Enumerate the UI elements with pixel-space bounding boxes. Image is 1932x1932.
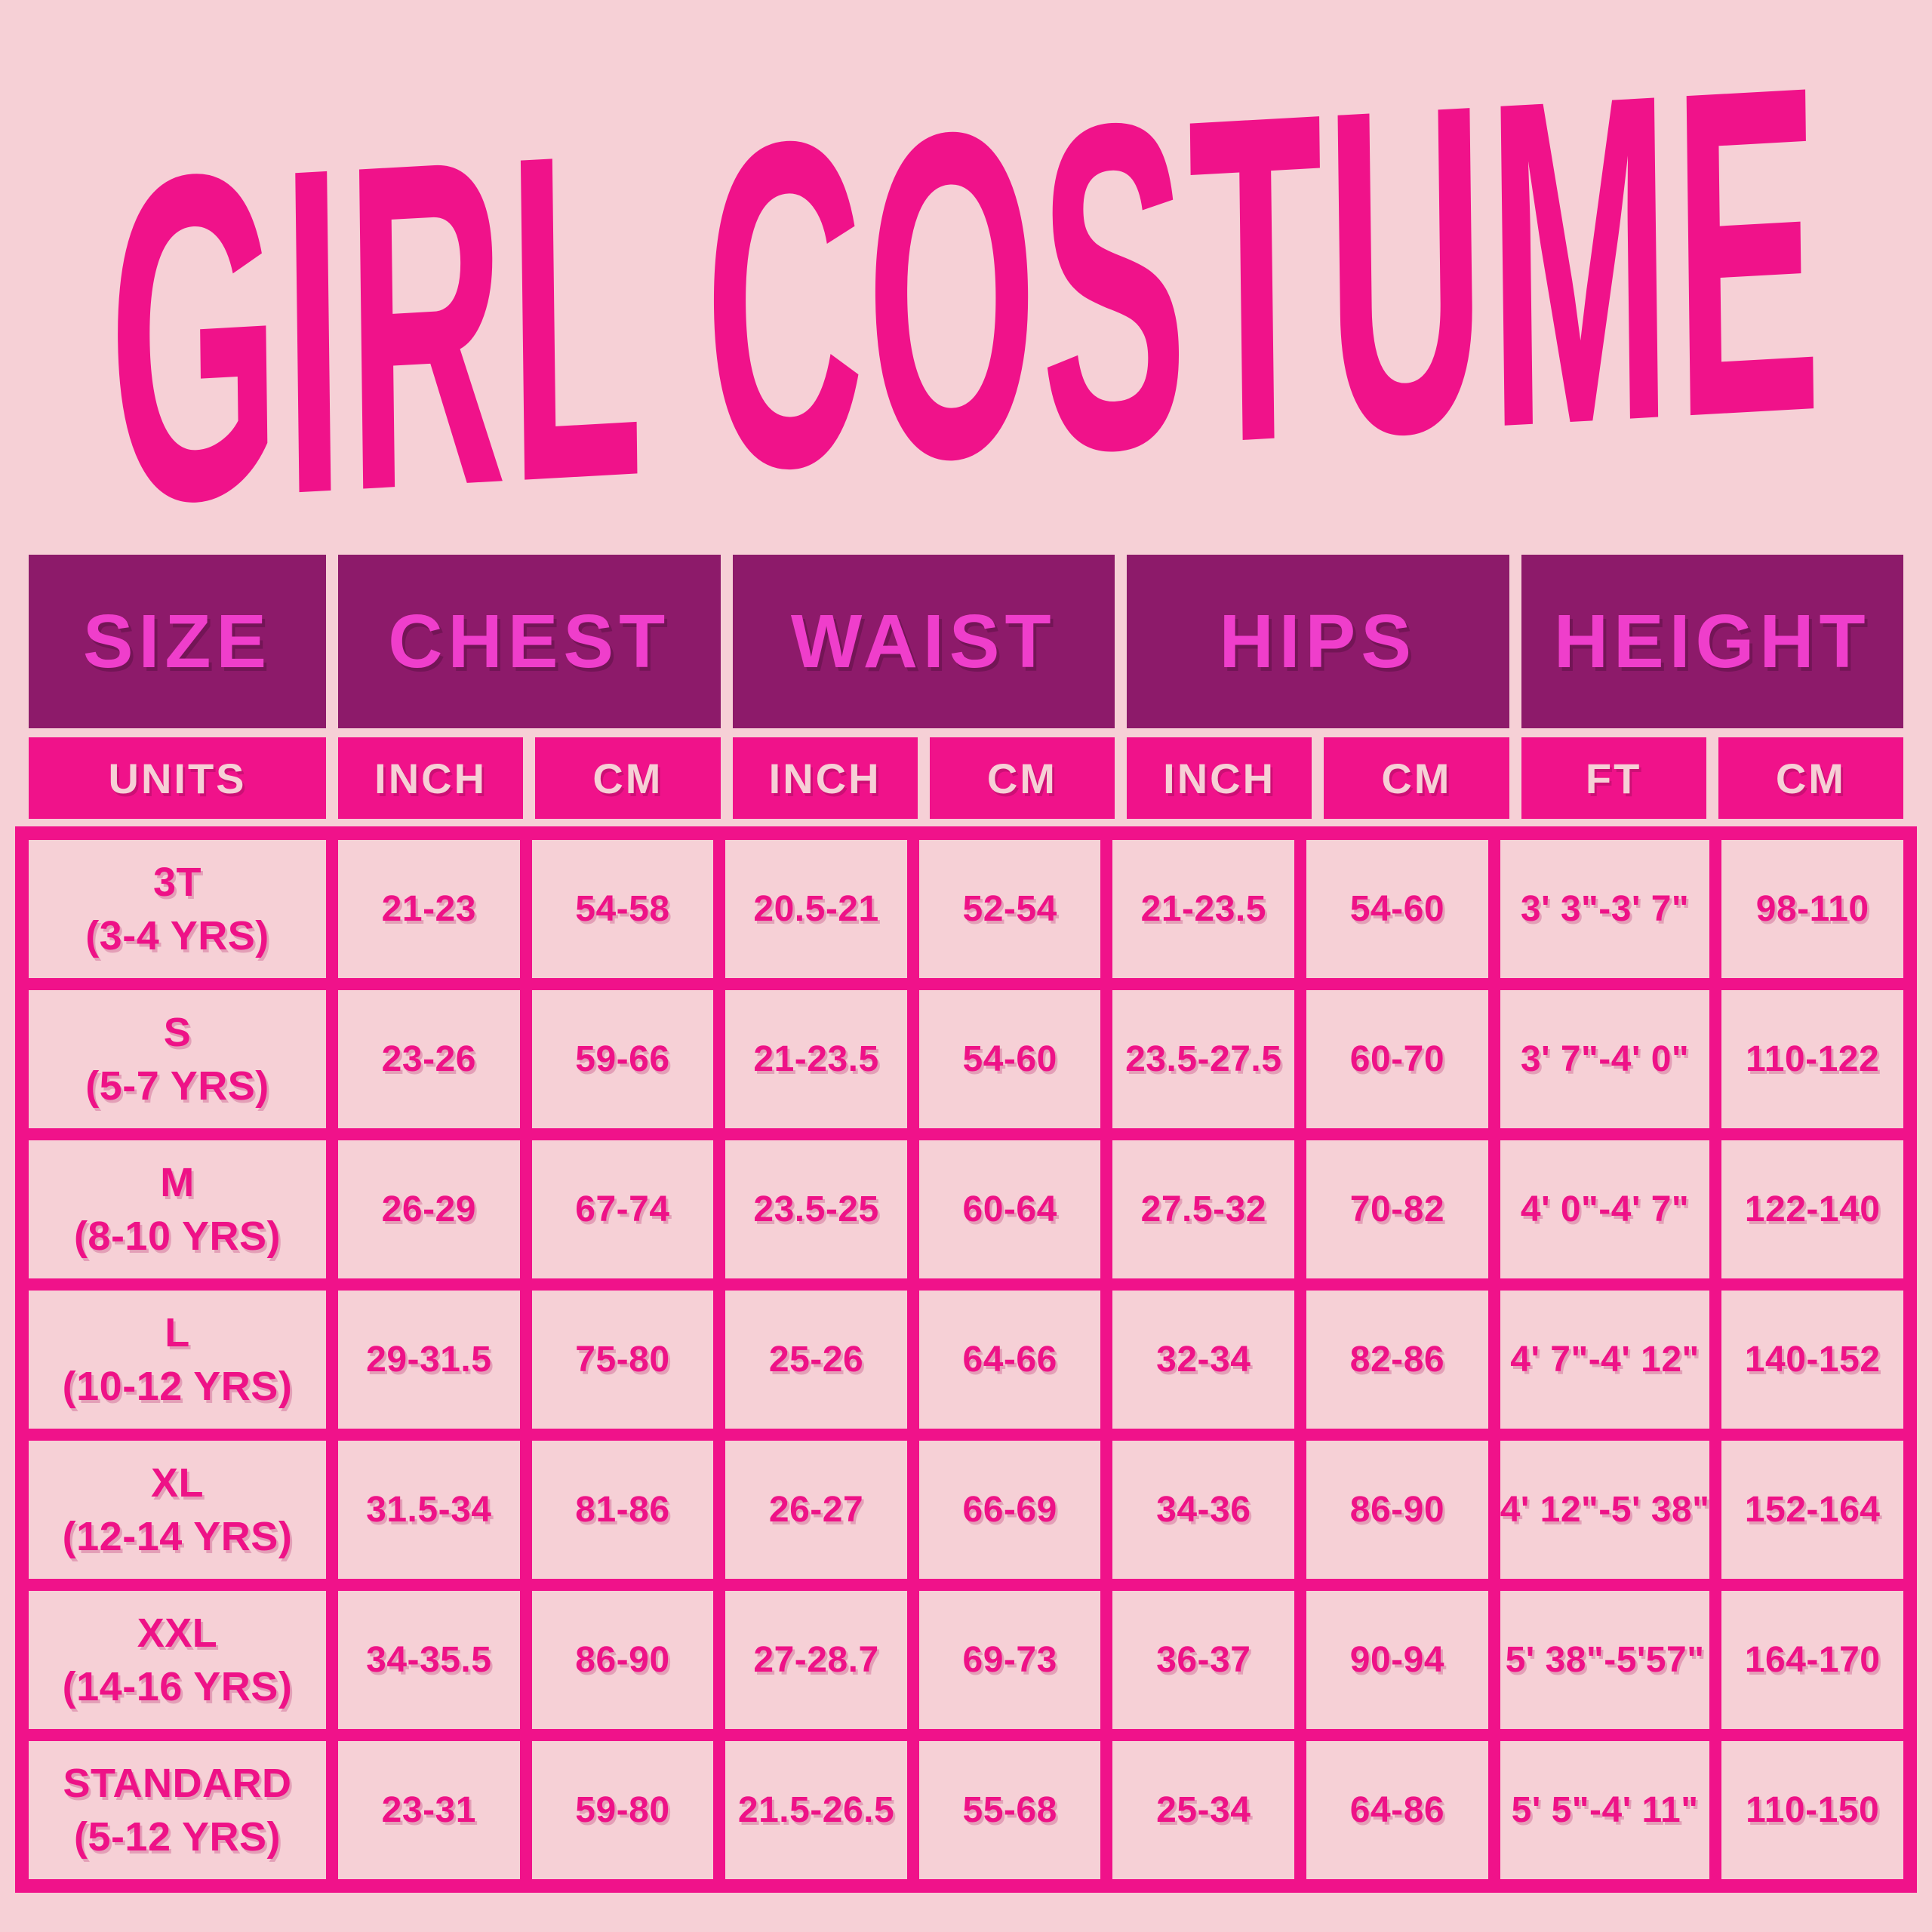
age-range: (5-12 YRS) (73, 1814, 281, 1860)
table-cell: 59-66 (531, 990, 714, 1128)
size-label: L (165, 1310, 190, 1356)
table-cell: 110-122 (1721, 990, 1903, 1128)
unit-header-hips-cm: CM (1324, 737, 1509, 819)
unit-header-height-ft: FT (1521, 737, 1706, 819)
table-cell: 4' 7"-4' 12" (1500, 1291, 1710, 1429)
size-label: M (160, 1160, 195, 1206)
table-cell: 31.5-34 (338, 1441, 520, 1579)
table-cell: 21-23 (338, 840, 520, 978)
table-cell: 21-23.5 (1112, 840, 1295, 978)
table-cell: 60-70 (1306, 990, 1488, 1128)
table-cell: 20.5-21 (725, 840, 907, 978)
size-cell: S (5-7 YRS) (29, 990, 326, 1128)
table-cell: 69-73 (918, 1591, 1101, 1729)
table-cell: 54-58 (531, 840, 714, 978)
unit-header-chest-cm: CM (535, 737, 721, 819)
column-group-header-chest: CHEST (338, 555, 721, 728)
table-cell: 64-86 (1306, 1741, 1488, 1879)
table-cell: 60-64 (918, 1140, 1101, 1278)
table-cell: 55-68 (918, 1741, 1101, 1879)
table-cell: 21.5-26.5 (725, 1741, 907, 1879)
table-cell: 36-37 (1112, 1591, 1295, 1729)
table-cell: 32-34 (1112, 1291, 1295, 1429)
size-label: XXL (137, 1611, 218, 1657)
size-label: XL (150, 1460, 204, 1506)
size-chart-table: SIZE CHEST WAIST HIPS HEIGHT UNITS INCH … (15, 555, 1917, 1893)
table-cell: 54-60 (918, 990, 1101, 1128)
table-cell: 52-54 (918, 840, 1101, 978)
table-cell: 3' 7"-4' 0" (1500, 990, 1710, 1128)
table-cell: 23-31 (338, 1741, 520, 1879)
table-cell: 66-69 (918, 1441, 1101, 1579)
table-cell: 34-36 (1112, 1441, 1295, 1579)
table-cell: 25-34 (1112, 1741, 1295, 1879)
table-cell: 5' 5"-4' 11" (1500, 1741, 1710, 1879)
table-cell: 3' 3"-3' 7" (1500, 840, 1710, 978)
size-cell: L (10-12 YRS) (29, 1291, 326, 1429)
size-label: 3T (152, 860, 202, 906)
table-cell: 26-27 (725, 1441, 907, 1579)
table-cell: 164-170 (1721, 1591, 1903, 1729)
table-cell: 98-110 (1721, 840, 1903, 978)
table-cell: 54-60 (1306, 840, 1488, 978)
table-header: SIZE CHEST WAIST HIPS HEIGHT UNITS INCH … (15, 555, 1917, 819)
age-range: (12-14 YRS) (62, 1513, 293, 1559)
unit-header-waist-inch: INCH (732, 737, 918, 819)
table-cell: 27-28.7 (725, 1591, 907, 1729)
size-cell: XL (12-14 YRS) (29, 1441, 326, 1579)
table-cell: 90-94 (1306, 1591, 1488, 1729)
table-cell: 26-29 (338, 1140, 520, 1278)
age-range: (10-12 YRS) (62, 1363, 293, 1409)
size-cell: STANDARD (5-12 YRS) (29, 1741, 326, 1879)
column-group-header-height: HEIGHT (1521, 555, 1903, 728)
table-cell: 81-86 (531, 1441, 714, 1579)
unit-header-chest-inch: INCH (338, 737, 524, 819)
unit-header-height-cm: CM (1718, 737, 1903, 819)
table-cell: 5' 38"-5'57" (1500, 1591, 1710, 1729)
table-cell: 70-82 (1306, 1140, 1488, 1278)
table-cell: 23-26 (338, 990, 520, 1128)
table-cell: 110-150 (1721, 1741, 1903, 1879)
table-cell: 23.5-27.5 (1112, 990, 1295, 1128)
size-cell: XXL (14-16 YRS) (29, 1591, 326, 1729)
age-range: (14-16 YRS) (62, 1663, 293, 1709)
unit-header-waist-cm: CM (929, 737, 1115, 819)
table-cell: 67-74 (531, 1140, 714, 1278)
size-cell: 3T (3-4 YRS) (29, 840, 326, 978)
table-cell: 29-31.5 (338, 1291, 520, 1429)
age-range: (8-10 YRS) (73, 1213, 281, 1259)
table-cell: 75-80 (531, 1291, 714, 1429)
table-cell: 64-66 (918, 1291, 1101, 1429)
column-group-header-hips: HIPS (1127, 555, 1509, 728)
unit-header-units: UNITS (29, 737, 326, 819)
table-cell: 23.5-25 (725, 1140, 907, 1278)
age-range: (3-4 YRS) (85, 912, 269, 958)
table-cell: 140-152 (1721, 1291, 1903, 1429)
page-title: GIRL COSTUME (105, 0, 1827, 602)
table-body: 3T (3-4 YRS) 21-23 54-58 20.5-21 52-54 2… (15, 826, 1917, 1893)
table-cell: 27.5-32 (1112, 1140, 1295, 1278)
unit-header-hips-inch: INCH (1127, 737, 1312, 819)
table-cell: 25-26 (725, 1291, 907, 1429)
table-cell: 152-164 (1721, 1441, 1903, 1579)
column-group-header-size: SIZE (29, 555, 326, 728)
table-cell: 59-80 (531, 1741, 714, 1879)
table-cell: 86-90 (531, 1591, 714, 1729)
table-cell: 82-86 (1306, 1291, 1488, 1429)
size-label: STANDARD (63, 1761, 292, 1807)
table-cell: 86-90 (1306, 1441, 1488, 1579)
table-cell: 21-23.5 (725, 990, 907, 1128)
table-cell: 4' 12"-5' 38" (1500, 1441, 1710, 1579)
size-label: S (163, 1010, 192, 1056)
table-cell: 122-140 (1721, 1140, 1903, 1278)
column-group-header-waist: WAIST (732, 555, 1115, 728)
table-cell: 4' 0"-4' 7" (1500, 1140, 1710, 1278)
age-range: (5-7 YRS) (85, 1063, 269, 1109)
size-cell: M (8-10 YRS) (29, 1140, 326, 1278)
table-cell: 34-35.5 (338, 1591, 520, 1729)
